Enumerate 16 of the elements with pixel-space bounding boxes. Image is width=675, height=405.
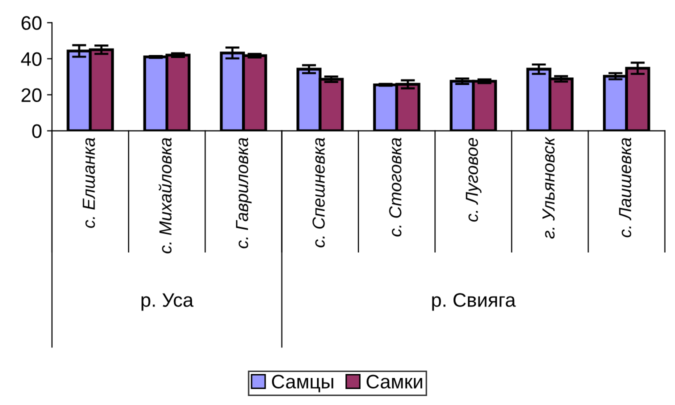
y-tick-label: 20	[22, 88, 42, 102]
y-tick-label: 60	[22, 16, 42, 30]
text: р. Уса	[142, 293, 194, 311]
x-tick-label: г. Ульяновск	[542, 136, 555, 239]
y-tick-label: 0	[32, 124, 42, 138]
x-tick-label: с. Луговое	[466, 138, 482, 222]
x-tick-label: с. Стоговка	[389, 138, 402, 236]
y-tick-label: 40	[21, 52, 42, 66]
x-tick-label: с. Спешневка	[312, 138, 325, 248]
x-tick-label: с. Гавриловка	[236, 138, 252, 248]
x-tick-label: с. Елшанка	[82, 138, 95, 228]
x-tick-label: с. Михайловка	[158, 138, 172, 254]
legend-label: Самцы	[272, 374, 334, 392]
legend-label: Самки	[366, 374, 422, 389]
x-tick-label: с. Лаишевка	[619, 138, 632, 238]
text: р. Свияга	[432, 293, 516, 311]
